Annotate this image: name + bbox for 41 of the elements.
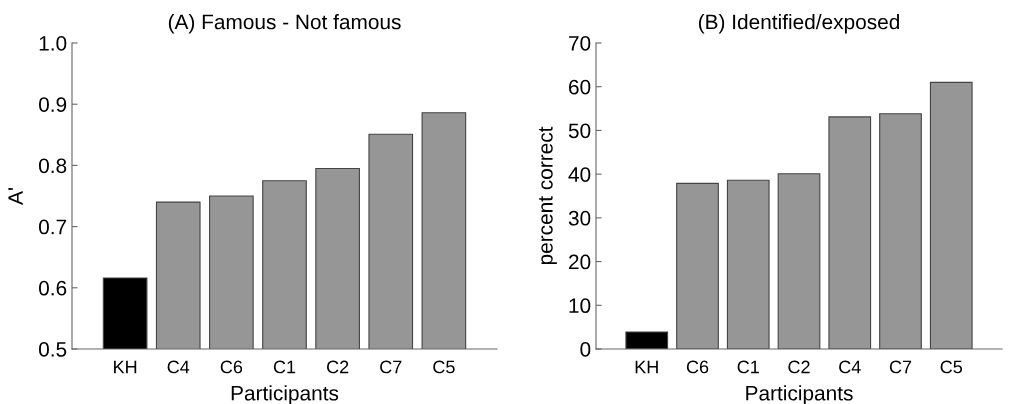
y-tick-label: 70 (569, 36, 591, 51)
x-tick-label: C2 (788, 360, 810, 374)
y-axis-title: A' (8, 188, 23, 205)
y-tick-label: 0.6 (38, 280, 67, 296)
bar (879, 113, 922, 349)
x-tick-label: KH (635, 360, 658, 374)
x-axis-title: Participants (746, 385, 853, 404)
x-tick-label: C5 (940, 360, 963, 374)
x-tick-label: C4 (167, 360, 190, 374)
y-tick-label: 20 (569, 254, 591, 270)
y-tick-label: 0.5 (38, 342, 67, 357)
x-tick-label: KH (114, 360, 137, 374)
x-tick-label: C4 (839, 360, 861, 374)
y-tick-label: 60 (569, 79, 591, 95)
y-tick-label: 10 (569, 298, 591, 314)
chart-title: (A) Famous - Not famous (168, 14, 401, 34)
x-tick-label: C7 (889, 360, 912, 374)
x-tick-label: C6 (686, 360, 709, 374)
y-tick-label: 0 (580, 342, 591, 357)
bar (625, 331, 669, 349)
x-tick-label: C7 (380, 360, 402, 374)
y-tick-label: 40 (568, 167, 591, 182)
y-axis-title: percent correct (539, 126, 557, 265)
y-tick-label: 0.9 (38, 97, 67, 112)
bar (676, 182, 719, 349)
x-tick-label: C1 (737, 360, 759, 374)
y-tick-label: 0.8 (38, 158, 67, 174)
bar (828, 116, 872, 349)
y-tick-label: 1.0 (39, 36, 67, 51)
bar (777, 173, 821, 349)
x-axis-title: Participants (231, 385, 339, 404)
x-tick-label: C5 (433, 360, 455, 374)
y-tick-label: 0.7 (38, 219, 67, 235)
bar (726, 179, 770, 349)
chart-title: (B) Identified/exposed (698, 14, 899, 34)
y-tick-label: 30 (568, 210, 591, 226)
x-tick-label: C2 (327, 360, 349, 374)
y-tick-label: 50 (568, 123, 591, 139)
bar (929, 81, 973, 349)
x-tick-label: C6 (220, 360, 243, 374)
x-tick-label: C1 (273, 360, 296, 374)
